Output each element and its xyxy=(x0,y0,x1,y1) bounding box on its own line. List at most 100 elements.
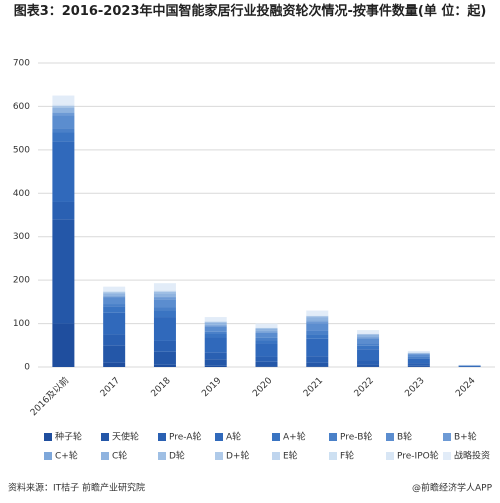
bar-segment xyxy=(407,356,430,358)
bar-segment xyxy=(458,365,481,367)
legend-swatch xyxy=(443,433,451,441)
bar-segment xyxy=(306,310,329,316)
bar-segment xyxy=(255,356,278,362)
x-tick-label: 2018 xyxy=(150,376,173,399)
bar-segment xyxy=(407,358,430,364)
bar-segment xyxy=(153,317,176,341)
legend-label: C轮 xyxy=(112,450,127,462)
x-tick-label: 2017 xyxy=(99,376,122,399)
x-tick-label: 2023 xyxy=(403,376,426,399)
legend-label: A+轮 xyxy=(283,431,306,443)
legend-swatch xyxy=(101,452,109,460)
bar-segment xyxy=(255,331,278,333)
bar-segment xyxy=(204,322,227,325)
bar-segment xyxy=(306,321,329,324)
bar-segment xyxy=(306,323,329,331)
bar-segment xyxy=(103,345,126,363)
legend-swatch xyxy=(44,452,52,460)
bar-segment xyxy=(153,290,176,291)
bar-segment xyxy=(153,340,176,352)
legend-label: 天使轮 xyxy=(112,431,139,443)
bar-segment xyxy=(255,340,278,344)
bar-segment xyxy=(153,293,176,297)
x-tick-label: 2020 xyxy=(251,376,274,399)
bar-segment xyxy=(407,354,430,357)
bar-segment xyxy=(52,219,75,324)
bar-segment xyxy=(204,352,227,360)
legend-swatch xyxy=(158,433,166,441)
bar-segment xyxy=(255,327,278,329)
credit: @前瞻经济学人APP xyxy=(412,482,493,494)
bar-segment xyxy=(306,330,329,335)
legend-label: A轮 xyxy=(226,431,241,443)
bar-segment xyxy=(204,333,227,338)
x-tick-label: 2016及以前 xyxy=(28,374,72,418)
bar-segment xyxy=(103,306,126,313)
bar-segment xyxy=(103,293,126,296)
legend-swatch xyxy=(329,433,337,441)
bar-segment xyxy=(103,362,126,367)
bar-segment xyxy=(306,334,329,339)
legend-label: 战略投资 xyxy=(454,450,490,462)
bar-segment xyxy=(357,334,380,338)
bar-segment xyxy=(52,132,75,142)
legend-label: Pre-IPO轮 xyxy=(397,450,439,462)
bar-segment xyxy=(103,304,126,307)
bar-segment xyxy=(357,330,380,334)
source: 资料来源：IT桔子 前瞻产业研究院 xyxy=(8,482,145,494)
x-tick-label: 2019 xyxy=(200,376,223,399)
bar-segment xyxy=(103,295,126,297)
bar-segment xyxy=(407,357,430,359)
legend-label: 种子轮 xyxy=(55,431,82,443)
bar-segment xyxy=(306,317,329,321)
legend-label: Pre-B轮 xyxy=(340,431,372,443)
bar-segment xyxy=(407,353,430,354)
chart-title: 图表3：2016-2023年中国智能家居行业投融资轮次情况-按事件数量(单 位：… xyxy=(13,4,487,19)
bar-segment xyxy=(52,201,75,220)
bar-segment xyxy=(153,351,176,365)
bar-segment xyxy=(103,334,126,346)
bar-segment xyxy=(52,323,75,367)
legend-label: F轮 xyxy=(340,450,354,462)
y-tick-label: 300 xyxy=(13,232,30,242)
y-tick-label: 100 xyxy=(13,319,30,329)
bar-segment xyxy=(153,283,176,291)
bar-segment xyxy=(52,115,75,129)
bar-segment xyxy=(306,362,329,367)
legend-swatch xyxy=(158,452,166,460)
bar-segment xyxy=(357,345,380,350)
bar-segment xyxy=(52,141,75,202)
bar-segment xyxy=(306,356,329,363)
bar-segment xyxy=(306,320,329,322)
bar-segment xyxy=(357,338,380,344)
legend-label: C+轮 xyxy=(55,450,78,462)
legend-swatch xyxy=(101,433,109,441)
legend-swatch xyxy=(215,452,223,460)
bar-segment xyxy=(52,107,75,113)
legend-swatch xyxy=(329,452,337,460)
bar-segment xyxy=(103,292,126,294)
x-tick-label: 2021 xyxy=(302,376,325,399)
bar-segment xyxy=(52,112,75,113)
bar-segment xyxy=(204,337,227,353)
bar-segment xyxy=(153,297,176,300)
bar-segment xyxy=(52,106,75,108)
bar-segment xyxy=(306,338,329,357)
bar-segment xyxy=(52,95,75,105)
legend-label: B轮 xyxy=(397,431,412,443)
bar-segment xyxy=(357,343,380,346)
bar-segment xyxy=(255,328,278,331)
bar-segment xyxy=(103,297,126,305)
bar-segment xyxy=(255,361,278,367)
legend-swatch xyxy=(272,452,280,460)
bar-segment xyxy=(407,365,430,367)
bar-segment xyxy=(153,296,176,298)
legend-swatch xyxy=(215,433,223,441)
bar-segment xyxy=(103,312,126,335)
legend-label: B+轮 xyxy=(454,431,477,443)
y-tick-label: 0 xyxy=(24,363,30,373)
bar-segment xyxy=(153,299,176,308)
x-tick-label: 2024 xyxy=(454,376,477,399)
